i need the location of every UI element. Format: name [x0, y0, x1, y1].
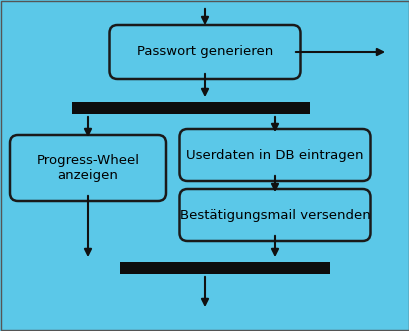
- FancyBboxPatch shape: [179, 189, 370, 241]
- FancyBboxPatch shape: [179, 129, 370, 181]
- Text: Progress-Wheel
anzeigen: Progress-Wheel anzeigen: [36, 154, 139, 182]
- FancyBboxPatch shape: [10, 135, 166, 201]
- Text: Userdaten in DB eintragen: Userdaten in DB eintragen: [186, 149, 363, 162]
- Bar: [120, 262, 329, 274]
- Text: Passwort generieren: Passwort generieren: [137, 45, 272, 59]
- Text: Bestätigungsmail versenden: Bestätigungsmail versenden: [179, 209, 369, 221]
- Bar: [72, 102, 309, 114]
- FancyBboxPatch shape: [109, 25, 300, 79]
